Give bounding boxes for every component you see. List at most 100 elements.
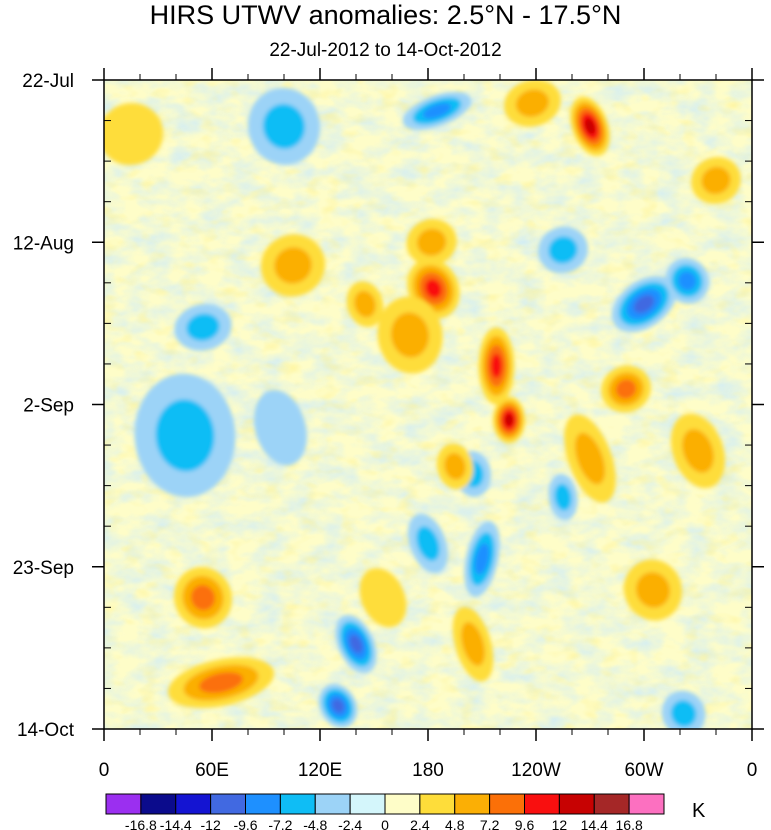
colorbar-label: -4.8 xyxy=(303,817,327,830)
anomaly-feature xyxy=(253,389,307,466)
plot-area xyxy=(104,80,752,729)
anomaly-feature xyxy=(402,91,472,130)
x-tick-label: 60E xyxy=(195,760,229,781)
anomaly-feature xyxy=(570,96,610,157)
y-tick-label: 12-Aug xyxy=(13,233,74,254)
anomaly-feature xyxy=(601,365,651,413)
contour-level xyxy=(548,236,578,264)
colorbar-swatch xyxy=(593,793,630,815)
contour-level xyxy=(701,166,731,195)
anomaly-feature xyxy=(564,414,616,503)
y-tick-label: 2-Sep xyxy=(23,396,74,417)
anomaly-feature xyxy=(661,690,706,729)
x-tick-label: 180 xyxy=(412,760,444,781)
anomaly-feature xyxy=(538,226,588,274)
colorbar-swatch xyxy=(105,793,142,815)
colorbar-swatch xyxy=(349,793,386,815)
colorbar-swatch xyxy=(245,793,281,815)
anomaly-feature xyxy=(492,396,526,444)
contour-level xyxy=(682,429,714,473)
colorbar-swatch xyxy=(524,793,560,815)
contour-level xyxy=(490,353,503,379)
contour-level xyxy=(186,313,220,341)
contour-level xyxy=(678,271,697,291)
contour-level xyxy=(554,483,572,511)
colorbar-swatch xyxy=(628,793,665,815)
contour-level xyxy=(615,379,637,399)
contour-level xyxy=(574,432,606,485)
anomaly-feature xyxy=(260,234,326,297)
colorbar-label: -12 xyxy=(201,817,221,830)
anomaly-feature xyxy=(436,443,474,490)
contour-level xyxy=(191,585,215,611)
x-tick-label: 120E xyxy=(298,760,342,781)
anomaly-feature xyxy=(478,327,515,405)
colorbar-label: 12 xyxy=(552,817,568,830)
colorbar-label: -16.8 xyxy=(125,817,157,830)
anomaly-feature xyxy=(623,559,683,621)
anomaly-feature xyxy=(167,657,275,708)
anomaly-feature xyxy=(346,281,384,327)
anomaly-feature xyxy=(670,413,726,489)
colorbar-label: 0 xyxy=(381,817,389,830)
contour-level xyxy=(331,698,345,713)
colorbar-label: 9.6 xyxy=(515,817,535,830)
y-tick-label: 14-Oct xyxy=(17,720,75,741)
contour-level xyxy=(444,452,466,480)
anomaly-feature xyxy=(665,258,710,304)
colorbar-label: -14.4 xyxy=(160,817,192,830)
colorbar-label: -9.6 xyxy=(233,817,257,830)
contour-level xyxy=(199,672,243,694)
x-tick-label: 60W xyxy=(624,760,663,781)
anomaly-feature xyxy=(104,102,164,166)
contour-level xyxy=(461,622,485,666)
contour-level xyxy=(584,118,596,135)
colorbar-swatch xyxy=(279,793,316,815)
colorbar-label: -7.2 xyxy=(268,817,292,830)
anomaly-feature xyxy=(691,156,741,204)
contour-level xyxy=(359,568,407,628)
colorbar-swatch xyxy=(489,793,525,815)
colorbar-label: 4.8 xyxy=(445,817,465,830)
contour-level xyxy=(391,312,429,358)
anomaly-feature xyxy=(408,513,448,574)
contour-level xyxy=(416,526,440,561)
colorbar-label: -2.4 xyxy=(338,817,362,830)
colorbar-swatch xyxy=(558,793,595,815)
colorbar-unit-label: K xyxy=(692,800,706,822)
x-tick-label: 120W xyxy=(511,760,561,781)
contour-level xyxy=(422,103,452,119)
contour-level xyxy=(635,572,671,608)
y-tick-label: 22-Jul xyxy=(22,71,74,92)
anomaly-feature xyxy=(359,568,407,628)
contour-level xyxy=(354,290,376,318)
anomaly-feature xyxy=(335,614,377,674)
colorbar-swatch xyxy=(175,793,212,815)
contour-level xyxy=(262,103,306,149)
colorbar-swatch xyxy=(454,793,491,815)
anomaly-feature xyxy=(548,474,578,521)
colorbar-label: 2.4 xyxy=(410,817,430,830)
contour-level xyxy=(670,700,697,727)
y-tick-label: 23-Sep xyxy=(13,558,74,579)
contour-level xyxy=(416,228,447,256)
chart-title: HIRS UTWV anomalies: 2.5°N - 17.5°N xyxy=(149,0,622,30)
colorbar-swatch xyxy=(384,793,421,815)
contour-level xyxy=(155,399,215,472)
colorbar: -16.8 -14.4 -12 -9.6 -7.2 -4.8 -2.4 0 2.4 4.8 7.2 9… xyxy=(105,793,665,830)
contour-level xyxy=(474,543,490,575)
anomaly-feature xyxy=(611,275,677,333)
anomaly-feature xyxy=(247,87,321,165)
contour-level xyxy=(349,634,363,654)
contour-level xyxy=(425,279,442,299)
anomaly-feature xyxy=(452,606,494,682)
colorbar-label: 7.2 xyxy=(480,817,500,830)
colorbar-swatch xyxy=(314,793,351,815)
contour-level xyxy=(515,89,549,117)
anomaly-feature xyxy=(503,80,561,127)
colorbar-label: 16.8 xyxy=(616,817,643,830)
contour-level xyxy=(274,247,312,284)
chart-subtitle: 22-Jul-2012 to 14-Oct-2012 xyxy=(269,40,502,61)
contour-level xyxy=(633,295,655,314)
